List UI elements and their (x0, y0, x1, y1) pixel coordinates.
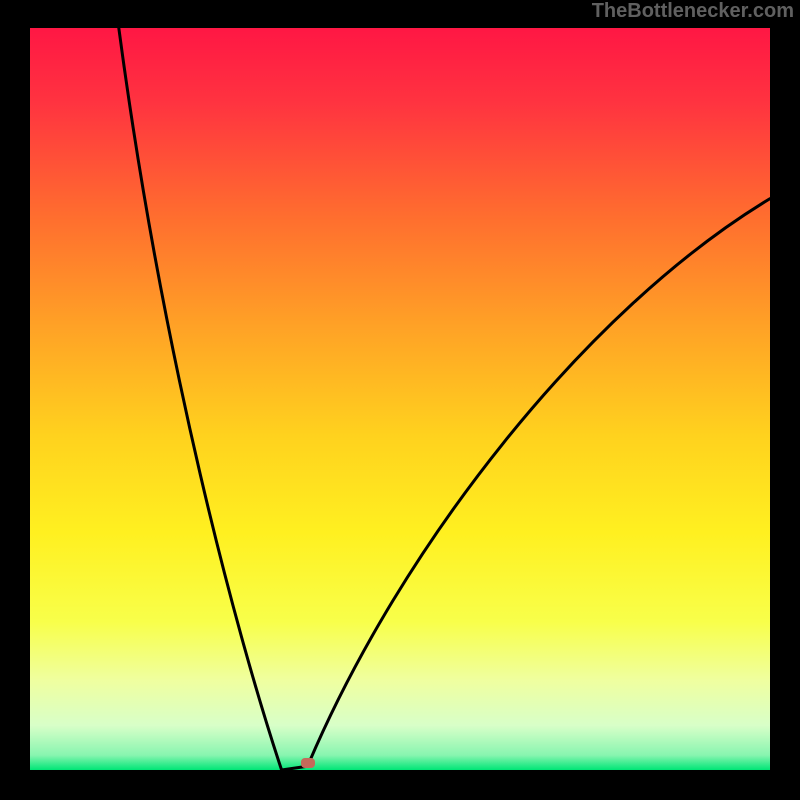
optimal-point-marker (301, 758, 315, 768)
plot-area (30, 28, 770, 770)
bottleneck-curve (30, 28, 770, 770)
chart-container: TheBottlenecker.com (0, 0, 800, 800)
watermark-text: TheBottlenecker.com (592, 0, 794, 23)
